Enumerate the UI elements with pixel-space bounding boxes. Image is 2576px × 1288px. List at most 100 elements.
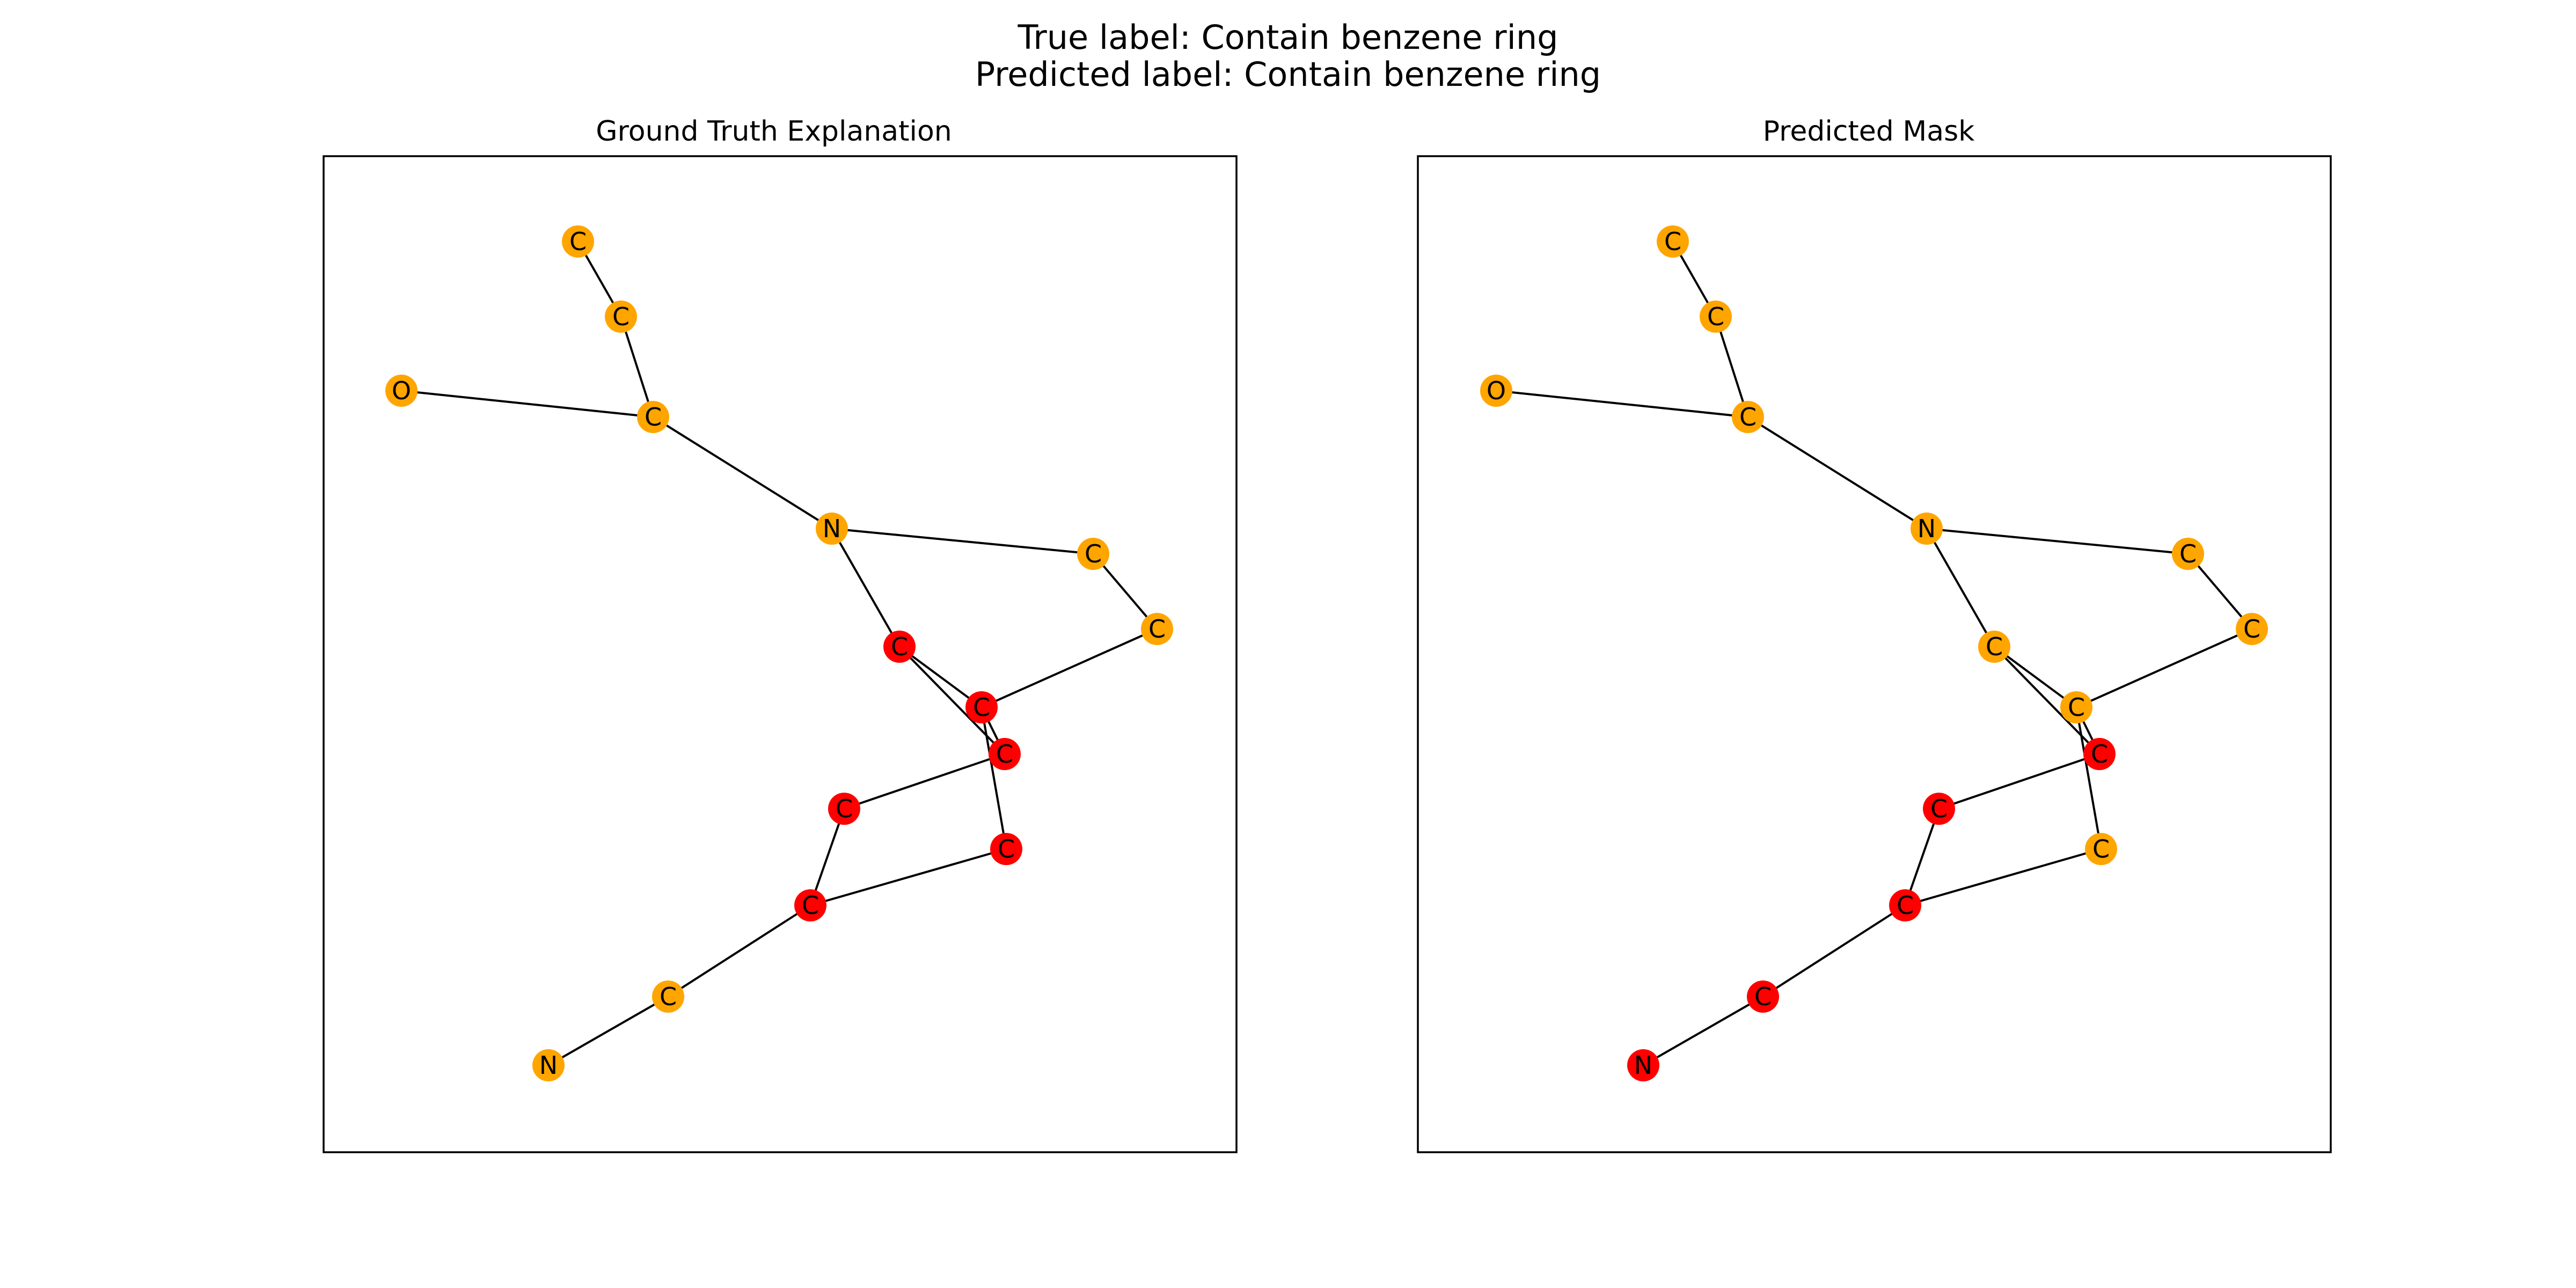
node-circle [1480,375,1512,407]
node-label: C [1148,614,1166,643]
node-circle [794,889,826,921]
node-label: C [1986,632,2003,661]
node-label: C [1085,539,1102,568]
node-label: C [660,982,677,1011]
graph-edge [980,707,1007,850]
graph-node-0: C [562,225,594,258]
graph-node-5: C [1077,538,1109,570]
node-circle [562,225,594,258]
graph-node-6: C [2236,613,2268,645]
graph-node-12: C [794,889,826,921]
graph-node-8: C [965,691,998,723]
node-label: C [1930,794,1948,823]
node-circle [1627,1049,1659,1081]
node-circle [605,301,637,333]
graph-edge [1938,753,2100,810]
graph-node-9: C [989,738,1021,770]
graph-node-4: N [816,513,848,545]
node-label: C [612,302,630,331]
graph-node-12: C [1889,889,1921,921]
node-label: N [823,514,841,543]
node-circle [1923,793,1955,825]
graph-edge [809,808,845,906]
graph-edge [1715,316,1749,418]
node-circle [1732,401,1764,433]
graph-edge [981,628,1158,708]
plot-frame-predicted-mask [1417,155,2332,1153]
node-circle [1700,301,1732,333]
node-circle [1747,980,1779,1013]
graph-edge [1926,528,1995,647]
node-label: O [1487,376,1506,405]
graph-node-7: C [1978,631,2010,663]
node-circle [2083,738,2116,770]
graph-node-6: C [1141,613,1173,645]
node-label: C [891,632,908,661]
node-label: N [1918,514,1936,543]
graph-node-5: C [2172,538,2204,570]
node-label: C [2091,740,2108,769]
node-label: C [1754,982,1772,1011]
node-label: C [2068,693,2085,722]
graph-edge [831,528,901,647]
plot-frame-ground-truth [323,155,1238,1153]
graph-node-4: N [1911,513,1943,545]
node-circle [1889,889,1921,921]
node-circle [2085,833,2117,865]
graph-edge [1905,848,2102,906]
node-circle [1077,538,1109,570]
node-label: C [802,891,819,920]
graph-edge [1926,528,2189,555]
graph-edge [2076,628,2252,708]
node-circle [883,631,916,663]
graph-edge [1496,390,1748,418]
node-circle [2172,538,2204,570]
graph-edge [401,390,654,418]
node-circle [1978,631,2010,663]
graph-edge [1747,416,1928,530]
node-label: C [1707,302,1724,331]
graph-edge [1904,808,1940,906]
node-circle [965,691,998,723]
graph-node-7: C [883,631,916,663]
node-label: C [1664,227,1681,256]
node-circle [2236,613,2268,645]
graph-edge [1762,904,1906,998]
node-label: C [2243,614,2260,643]
graph-edge [1092,553,1158,630]
graph-edge [667,904,811,998]
graph-node-13: C [652,980,684,1013]
graph-edge [1993,646,2077,708]
suptitle-line-1: True label: Contain benzene ring [1018,18,1558,57]
suptitle-line-2: Predicted label: Contain benzene ring [975,55,1601,94]
node-label: C [996,740,1013,769]
graph-node-3: C [1732,401,1764,433]
graph-node-10: C [1923,793,1955,825]
node-circle [1911,513,1943,545]
graph-edge [1643,996,1763,1066]
node-circle [989,738,1021,770]
node-label: N [1634,1051,1652,1080]
graph-edge [2187,553,2253,630]
node-circle [2060,691,2092,723]
graph-node-13: C [1747,980,1779,1013]
graph-node-0: C [1657,225,1689,258]
graph-node-14: N [532,1049,565,1081]
graph-edge [844,753,1005,810]
graph-edge [548,996,669,1066]
node-label: C [2179,539,2197,568]
graph-node-11: C [990,833,1022,865]
node-label: O [392,376,411,405]
graph-node-11: C [2085,833,2117,865]
node-circle [990,833,1022,865]
graph-node-14: N [1627,1049,1659,1081]
node-label: C [645,402,662,431]
graph-edge [652,416,833,530]
node-circle [652,980,684,1013]
node-circle [1657,225,1689,258]
graph-node-2: O [1480,375,1512,407]
graph-node-1: C [1700,301,1732,333]
